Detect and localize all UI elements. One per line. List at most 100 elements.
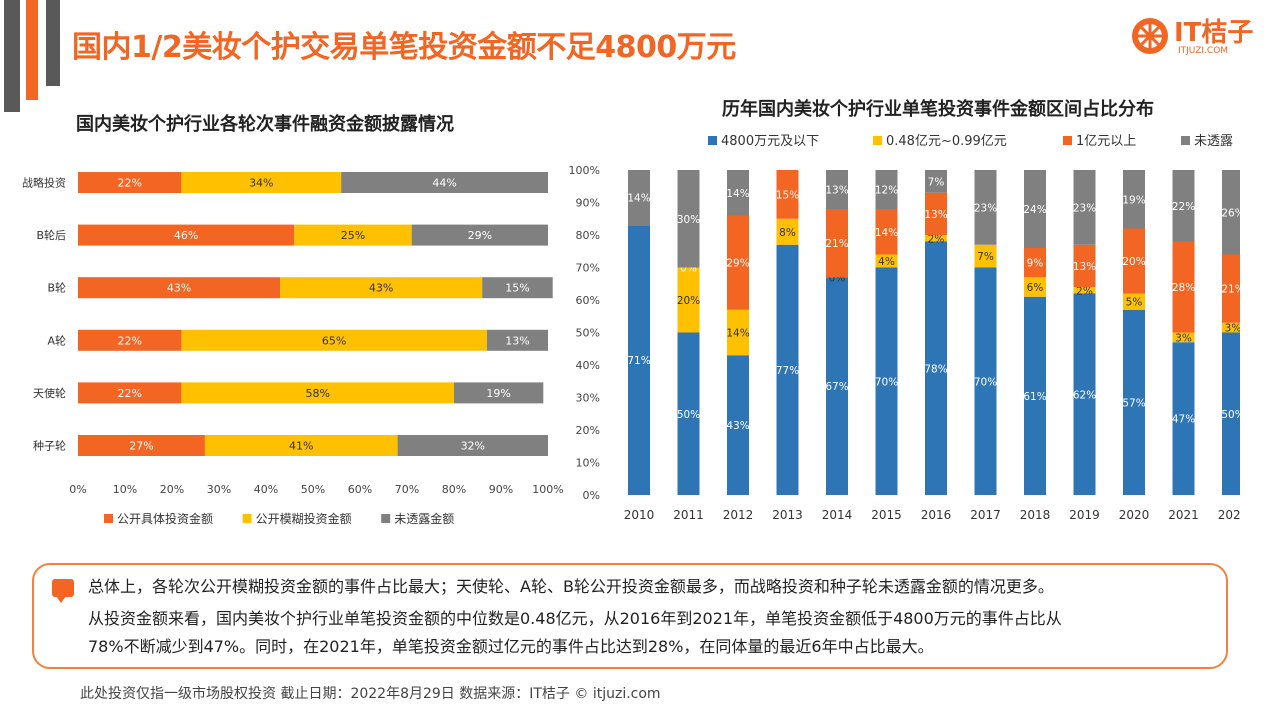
data-label: 8% xyxy=(779,227,796,239)
data-label: 70% xyxy=(875,376,898,388)
bar-segment xyxy=(727,309,749,356)
bar-segment xyxy=(1172,170,1195,242)
data-label: 25% xyxy=(341,229,365,242)
data-label: 14% xyxy=(726,188,749,200)
x-tick-label: 90% xyxy=(489,483,513,496)
x-tick-label: 40% xyxy=(254,483,278,496)
data-label: 70% xyxy=(974,376,997,388)
bar-segment xyxy=(1222,322,1240,333)
bar-segment xyxy=(875,170,898,209)
bar-segment xyxy=(776,170,799,219)
data-label: 58% xyxy=(305,387,329,400)
summary-line-3: 78%不断减少到47%。同时，在2021年，单笔投资金额过亿元的事件占比达到28… xyxy=(88,637,934,656)
x-tick-label: 100% xyxy=(532,483,563,496)
bar-segment xyxy=(181,382,454,404)
data-label: 13% xyxy=(825,185,848,197)
legend-label: 1亿元以上 xyxy=(1076,134,1136,149)
data-label: 27% xyxy=(129,440,153,453)
bar-segment xyxy=(875,254,898,268)
data-label: 67% xyxy=(825,381,848,393)
bar-segment xyxy=(280,277,483,299)
x-tick-label: 2016 xyxy=(921,508,952,522)
x-tick-label: 70% xyxy=(395,483,419,496)
bar-segment xyxy=(776,244,799,495)
x-tick-label: 2018 xyxy=(1020,508,1051,522)
legend-label: 未透露金额 xyxy=(394,511,454,526)
data-label: 22% xyxy=(117,334,141,347)
data-label: 32% xyxy=(461,440,485,453)
legend-swatch xyxy=(381,514,391,523)
data-label: 14% xyxy=(875,227,898,239)
data-label: 22% xyxy=(117,177,141,190)
x-tick-label: 2010 xyxy=(624,508,655,522)
data-label: 65% xyxy=(322,334,346,347)
x-tick-label: 80% xyxy=(442,483,466,496)
category-label: 种子轮 xyxy=(33,439,66,453)
yearly-amount-chart: 0% 10% 20% 30% 40% 50% 60% 70% 80% 90% 100% 71% 14% 2… xyxy=(569,134,1240,522)
category-label: B轮 xyxy=(47,281,66,295)
bar-segment xyxy=(341,172,548,193)
bar-segment xyxy=(181,172,342,193)
x-tick-label: 10% xyxy=(113,483,137,496)
bar-segment xyxy=(875,209,898,255)
data-label: 23% xyxy=(974,202,997,214)
summary-line-1: 总体上，各轮次公开模糊投资金额的事件占比最大；天使轮、A轮、B轮公开投资金额最多… xyxy=(88,577,1054,596)
data-label: 57% xyxy=(1122,397,1145,409)
x-tick-label: 2017 xyxy=(970,508,1001,522)
bar-segment xyxy=(204,435,398,456)
bar-segment xyxy=(78,224,295,246)
legend-swatch xyxy=(104,514,113,523)
x-tick-label: 2013 xyxy=(772,508,803,522)
category-label: A轮 xyxy=(47,333,66,347)
data-label: 9% xyxy=(1027,258,1044,270)
bar-segment xyxy=(826,170,848,209)
data-label: 43% xyxy=(167,282,191,295)
data-label: 29% xyxy=(468,229,492,242)
legend-swatch xyxy=(1181,136,1190,145)
bar-segment xyxy=(1024,170,1046,248)
bar-segment xyxy=(628,170,650,226)
y-tick-label: 80% xyxy=(576,229,600,242)
bar-segment xyxy=(486,329,548,351)
bar-segment xyxy=(78,382,182,404)
bar-segment xyxy=(1172,342,1195,495)
data-label: 15% xyxy=(776,189,799,201)
bar-segment xyxy=(1024,296,1046,495)
bar-segment xyxy=(826,277,848,495)
bar-segment xyxy=(826,209,848,278)
bar-segment xyxy=(925,241,947,495)
data-label: 43% xyxy=(726,420,749,432)
y-tick-label: 90% xyxy=(576,197,600,210)
data-label: 13% xyxy=(1073,261,1096,273)
orange-icon xyxy=(1132,18,1168,54)
data-label: 4% xyxy=(878,256,895,268)
data-label: 14% xyxy=(627,193,650,205)
y-tick-label: 0% xyxy=(583,489,600,502)
bar-segment xyxy=(727,215,749,310)
bar-segment xyxy=(776,218,799,245)
legend-swatch xyxy=(873,136,882,145)
bar-segment xyxy=(677,170,700,268)
data-label: 6% xyxy=(1027,282,1044,294)
data-label: 20% xyxy=(677,295,700,307)
data-label: 20% xyxy=(1122,256,1145,268)
bar-segment xyxy=(1123,309,1145,495)
bar-segment xyxy=(727,170,749,216)
summary-box: 总体上，各轮次公开模糊投资金额的事件占比最大；天使轮、A轮、B轮公开投资金额最多… xyxy=(32,563,1228,669)
y-tick-label: 100% xyxy=(569,164,600,177)
data-label: 61% xyxy=(1023,391,1046,403)
bar-segment xyxy=(78,277,281,299)
y-tick-label: 30% xyxy=(576,392,600,405)
x-tick-label: 2012 xyxy=(723,508,754,522)
data-label: 3% xyxy=(1175,332,1192,344)
bar-segment xyxy=(727,355,749,495)
bar-segment xyxy=(1222,254,1240,323)
bar-segment xyxy=(628,225,650,495)
bar-segment xyxy=(1222,170,1240,255)
data-label: 13% xyxy=(505,334,529,347)
summary-line-2: 从投资金额来看，国内美妆个护行业单笔投资金额的中位数是0.48亿元，从2016年… xyxy=(88,609,1062,628)
legend-label: 公开模糊投资金额 xyxy=(256,511,352,526)
left-chart-title: 国内美妆个护行业各轮次事件融资金额披露情况 xyxy=(76,114,454,135)
x-tick-label: 20% xyxy=(160,483,184,496)
data-label: 21% xyxy=(1221,284,1240,296)
